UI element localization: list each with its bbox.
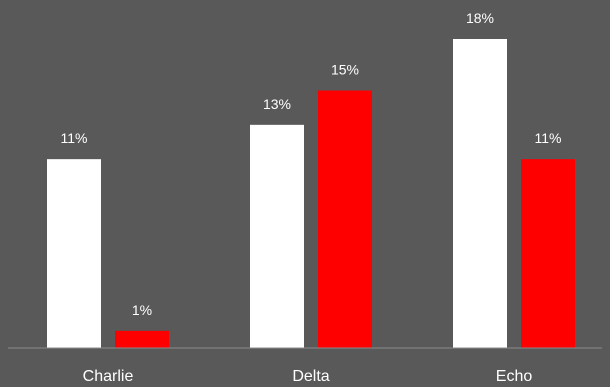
bar-delta-series-2 — [318, 90, 372, 348]
x-tick-labels-layer: Charlie Delta Echo — [83, 368, 533, 385]
bar-echo-series-1 — [453, 39, 507, 348]
bar-echo-series-2 — [521, 159, 575, 348]
data-label-delta-series-2: 15% — [331, 62, 359, 78]
data-labels-layer: 11% 1% 13% 15% 18% 11% — [61, 10, 562, 318]
bar-charlie-series-2 — [115, 330, 169, 348]
data-label-delta-series-1: 13% — [263, 96, 291, 112]
data-label-charlie-series-1: 11% — [61, 130, 88, 146]
data-label-echo-series-1: 18% — [466, 10, 494, 26]
data-label-echo-series-2: 11% — [535, 130, 562, 146]
x-tick-label-charlie: Charlie — [83, 368, 134, 385]
x-tick-label-echo: Echo — [496, 368, 533, 385]
bar-charlie-series-1 — [47, 159, 101, 348]
data-label-charlie-series-2: 1% — [132, 302, 152, 318]
bar-delta-series-1 — [250, 124, 304, 348]
bars-layer — [47, 39, 575, 348]
x-tick-label-delta: Delta — [292, 368, 329, 385]
